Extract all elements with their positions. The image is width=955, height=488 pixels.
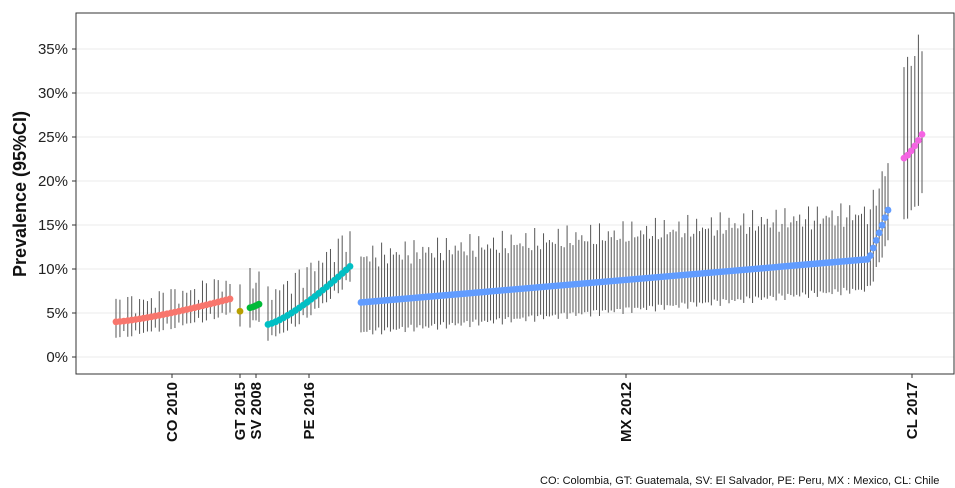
prevalence-point <box>907 147 915 155</box>
prevalence-point <box>915 136 922 144</box>
x-tick-label: MX 2012 <box>618 382 635 442</box>
prevalence-point <box>918 130 926 138</box>
prevalence-point <box>346 262 354 270</box>
prevalence-point <box>226 295 234 303</box>
x-axis-ticks: CO 2010 GT 2015 SV 2008 PE 2016 MX 2012 CL 20… <box>164 374 921 442</box>
prevalence-point <box>878 221 886 229</box>
prevalence-point <box>866 252 874 259</box>
prevalence-point <box>869 244 877 252</box>
y-axis-label: Prevalence (95%CI) <box>10 111 30 277</box>
prevalence-point <box>872 236 880 244</box>
y-tick-label: 20% <box>38 173 68 190</box>
prevalence-point <box>881 214 889 222</box>
x-tick-label: SV 2008 <box>248 382 265 440</box>
y-tick-label: 30% <box>38 85 68 102</box>
prevalence-point <box>255 300 263 308</box>
y-axis-ticks: 0% 5% 10% 15% 20% 25% 30% 35% <box>38 41 76 366</box>
x-tick-label: CO 2010 <box>164 382 181 442</box>
y-tick-label: 25% <box>38 129 68 146</box>
plot-panel-border <box>75 12 955 375</box>
y-tick-label: 5% <box>46 305 68 322</box>
prevalence-point <box>911 142 919 150</box>
prevalence-point <box>884 206 892 214</box>
country-code-caption: CO: Colombia, GT: Guatemala, SV: El Salv… <box>540 475 939 487</box>
grid-lines <box>76 48 954 358</box>
prevalence-point <box>236 307 244 315</box>
x-tick-label: CL 2017 <box>904 382 921 439</box>
prevalence-points <box>112 130 926 328</box>
y-tick-label: 15% <box>38 217 68 234</box>
y-tick-label: 10% <box>38 261 68 278</box>
y-tick-label: 0% <box>46 349 68 366</box>
x-tick-label: PE 2016 <box>301 382 318 440</box>
ci-error-bars <box>115 34 923 341</box>
x-tick-label: GT 2015 <box>232 382 249 440</box>
y-tick-label: 35% <box>38 41 68 58</box>
prevalence-point <box>875 229 883 237</box>
